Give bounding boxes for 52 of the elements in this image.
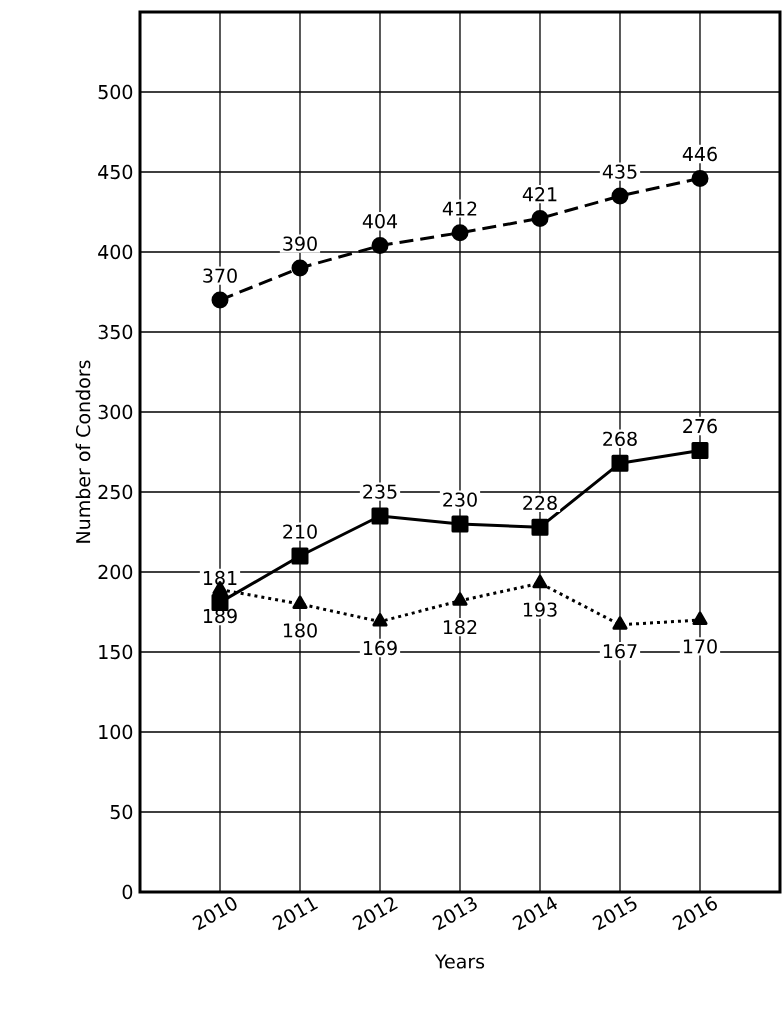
data-label: 435 [602, 164, 637, 179]
y-tick-label: 200 [98, 564, 133, 580]
y-tick-label: 300 [98, 404, 133, 420]
data-label: 446 [682, 146, 717, 162]
point [691, 169, 709, 187]
point [372, 613, 388, 627]
data-label: 268 [603, 431, 637, 446]
data-label: 404 [362, 214, 398, 229]
data-label: 370 [203, 268, 237, 283]
data-label: 228 [523, 495, 557, 510]
point [211, 291, 229, 309]
point [531, 209, 549, 227]
point [611, 454, 629, 472]
point [451, 224, 469, 242]
data-label: 169 [363, 640, 397, 656]
data-label: 412 [442, 201, 477, 216]
point [691, 441, 709, 459]
point [612, 616, 628, 630]
point [371, 507, 389, 525]
data-label: 182 [443, 620, 477, 635]
point [291, 547, 309, 565]
point [452, 592, 468, 606]
data-label: 180 [283, 623, 317, 638]
x-axis-title: Years [434, 954, 485, 969]
point [532, 574, 548, 589]
y-tick-label: 250 [98, 484, 133, 500]
y-tick-label: 150 [99, 644, 133, 660]
point [291, 259, 309, 277]
data-label: 181 [203, 570, 237, 586]
data-label: 210 [283, 524, 317, 539]
data-label: 170 [683, 639, 717, 654]
y-tick-label: 100 [99, 724, 133, 740]
y-tick-label: 50 [110, 804, 133, 820]
y-tick-label: 450 [98, 164, 133, 180]
point [451, 515, 469, 533]
data-label: 167 [603, 644, 637, 659]
data-label: 276 [683, 418, 717, 434]
point [371, 237, 389, 255]
point [611, 187, 629, 205]
point [292, 595, 308, 609]
y-axis-title: Number of Condors [75, 360, 91, 543]
data-label: 390 [283, 236, 317, 251]
point [531, 518, 549, 536]
data-label: 193 [523, 602, 557, 617]
data-label: 421 [522, 187, 557, 202]
data-label: 230 [443, 492, 477, 507]
y-tick-label: 0 [122, 884, 133, 900]
point [692, 611, 708, 625]
y-tick-label: 500 [98, 84, 133, 100]
y-tick-label: 350 [98, 324, 133, 340]
y-tick-label: 400 [98, 244, 133, 260]
data-label: 235 [363, 484, 397, 499]
